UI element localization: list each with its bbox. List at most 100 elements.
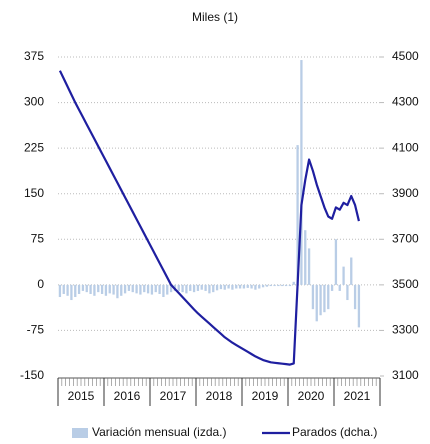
bar [108, 284, 111, 294]
bar [66, 284, 69, 296]
bar [146, 284, 150, 294]
bar [284, 284, 288, 287]
bar [246, 284, 249, 288]
bar [323, 284, 326, 313]
x-tick-label: 2017 [160, 389, 187, 403]
bar [181, 284, 184, 293]
y-tick-label: 75 [31, 231, 45, 245]
y2-tick-label: 3900 [392, 186, 419, 200]
bar [334, 239, 338, 285]
bar [261, 284, 265, 288]
y2-tick-label: 4100 [392, 140, 419, 154]
y2-tick-label: 4300 [392, 95, 419, 109]
bar [227, 284, 230, 289]
bar [330, 284, 334, 291]
bar [104, 284, 108, 296]
bar [204, 284, 207, 291]
bar [327, 284, 330, 310]
bar [311, 284, 315, 310]
bar [223, 284, 226, 290]
y-tick-label: 375 [24, 49, 44, 63]
bar [288, 284, 292, 287]
bar [196, 284, 200, 291]
x-tick-label: 2019 [252, 389, 279, 403]
bar [215, 284, 219, 291]
y-tick-label: 0 [37, 277, 44, 291]
y2-tick-label: 3300 [392, 323, 419, 337]
bar [296, 145, 299, 285]
bar [277, 284, 280, 287]
y2-tick-label: 3700 [392, 231, 419, 245]
bar [116, 284, 119, 299]
bar [281, 284, 284, 287]
bar [300, 60, 303, 285]
bar [350, 257, 353, 285]
legend-swatch [72, 428, 88, 438]
bar [304, 230, 307, 285]
bar [342, 266, 345, 285]
bar [127, 284, 131, 291]
bar [77, 284, 81, 294]
bar [319, 284, 322, 316]
bar [85, 284, 88, 293]
bar [169, 284, 173, 293]
bar [120, 284, 123, 296]
x-tick-label: 2018 [206, 389, 233, 403]
bar [265, 284, 269, 287]
y-tick-label: 150 [24, 186, 44, 200]
bar [123, 284, 127, 294]
y2-tick-label: 4500 [392, 49, 419, 63]
bar [315, 284, 318, 322]
bar [242, 284, 246, 289]
chart-title: Miles (1) [192, 10, 238, 24]
bar [250, 284, 253, 289]
bar [158, 284, 161, 294]
bar [346, 284, 349, 301]
x-tick-label: 2021 [344, 389, 371, 403]
bar [353, 284, 357, 310]
bar [192, 284, 196, 293]
bar [307, 248, 311, 285]
bar [150, 284, 154, 295]
y-tick-label: -150 [20, 368, 44, 382]
bar [357, 284, 361, 328]
bar [338, 284, 341, 291]
bar [62, 284, 65, 294]
bar [139, 284, 142, 295]
bar [238, 284, 242, 289]
bar [292, 281, 295, 285]
bar [231, 284, 234, 290]
bar [70, 284, 73, 301]
bar [200, 284, 203, 290]
y2-tick-label: 3500 [392, 277, 419, 291]
bar [112, 284, 115, 295]
bar [58, 284, 62, 298]
x-tick-label: 2016 [114, 389, 141, 403]
legend-label: Parados (dcha.) [292, 425, 377, 439]
y-tick-label: 300 [24, 95, 44, 109]
y2-tick-label: 3100 [392, 368, 419, 382]
y-tick-label: 225 [24, 140, 44, 154]
bar [235, 284, 238, 289]
bar [254, 284, 257, 290]
bar [269, 284, 272, 287]
bar [208, 284, 211, 294]
bar [212, 284, 215, 293]
bar [100, 284, 104, 294]
bar [219, 284, 223, 290]
bar [166, 284, 169, 295]
bar [273, 284, 276, 287]
y-tick-label: -75 [27, 323, 45, 337]
bar [97, 284, 100, 293]
bar [131, 284, 134, 293]
x-tick-label: 2015 [68, 389, 95, 403]
bar [177, 284, 180, 291]
bar [135, 284, 138, 294]
bar [81, 284, 85, 291]
line [58, 70, 360, 366]
legend-label: Variación mensual (izda.) [92, 425, 227, 439]
bar [189, 284, 192, 291]
bar [89, 284, 92, 294]
bar [93, 284, 96, 296]
